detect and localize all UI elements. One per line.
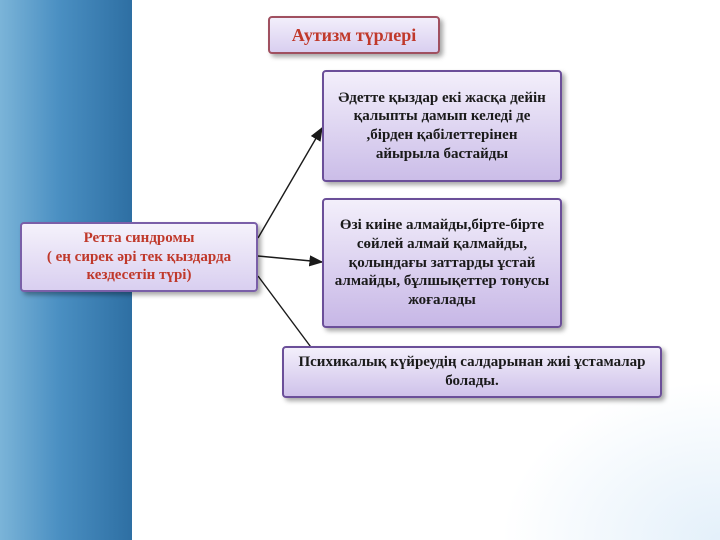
source-text: Ретта синдромы ( ең сирек әрі тек қыздар… (32, 229, 246, 285)
characteristic-3: Психикалық күйреудің салдарынан жиі ұста… (282, 346, 662, 398)
title-text: Аутизм түрлері (292, 24, 417, 47)
node2-text: Өзі киіне алмайды,бірте-бірте сөйлей алм… (334, 216, 550, 310)
characteristic-2: Өзі киіне алмайды,бірте-бірте сөйлей алм… (322, 198, 562, 328)
title-box: Аутизм түрлері (268, 16, 440, 54)
diagram-stage: Аутизм түрлері Ретта синдромы ( ең сирек… (0, 0, 720, 540)
node3-text: Психикалық күйреудің салдарынан жиі ұста… (294, 353, 650, 391)
source-box: Ретта синдромы ( ең сирек әрі тек қыздар… (20, 222, 258, 292)
characteristic-1: Әдетте қыздар екі жасқа дейін қалыпты да… (322, 70, 562, 182)
node1-text: Әдетте қыздар екі жасқа дейін қалыпты да… (334, 89, 550, 164)
background-corner-glow (500, 380, 720, 540)
